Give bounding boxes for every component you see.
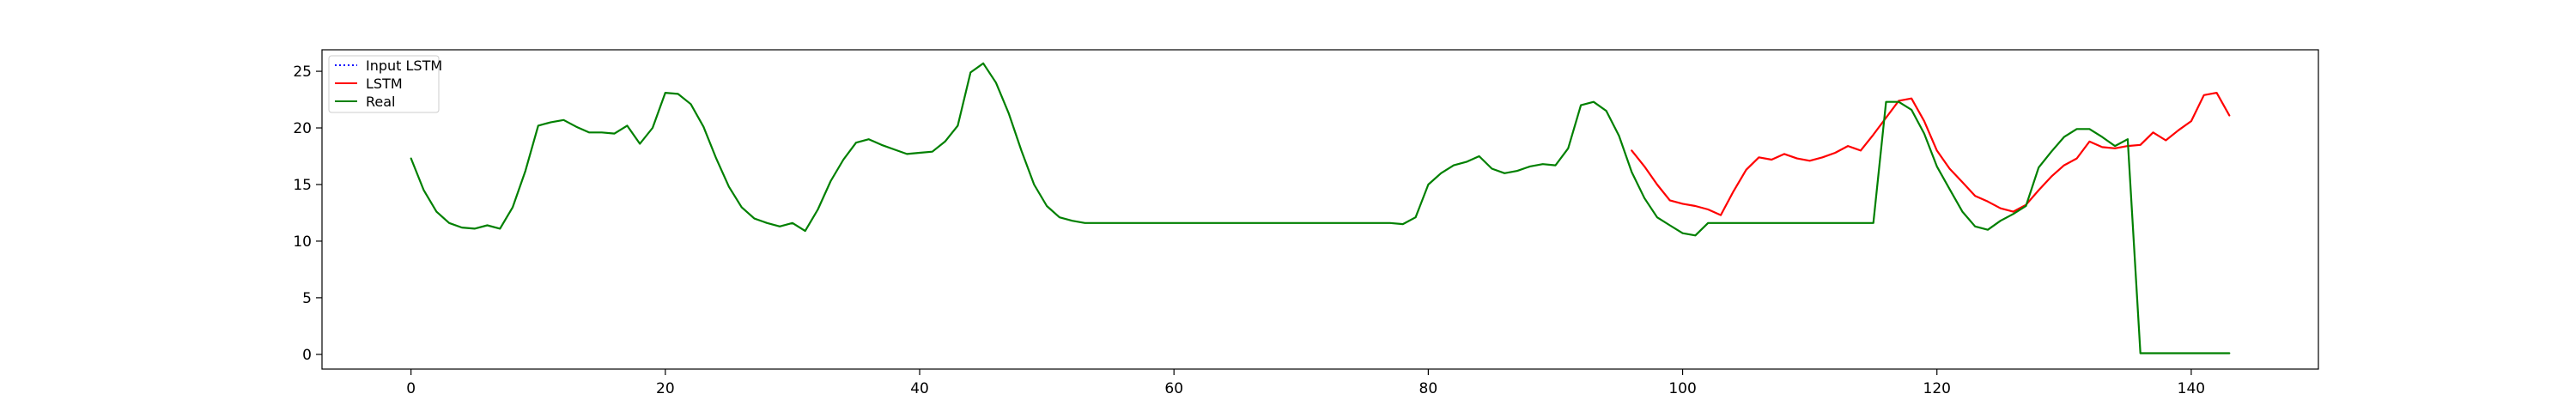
x-tick-label: 40 — [910, 380, 929, 397]
x-tick-label: 20 — [656, 380, 675, 397]
x-tick-label: 80 — [1419, 380, 1438, 397]
axes-layer: 0 20 40 60 80 100 120 140 0 5 10 15 20 25 — [293, 64, 2205, 397]
x-tick-label: 100 — [1668, 380, 1696, 397]
x-tick-label: 60 — [1164, 380, 1183, 397]
series-layer — [410, 62, 2231, 354]
y-tick-label: 0 — [302, 347, 312, 364]
series-line-real — [410, 62, 2231, 354]
plot-area — [322, 50, 2318, 369]
legend-label-real: Real — [366, 94, 396, 110]
y-tick-label: 15 — [293, 177, 312, 194]
x-tick-label: 120 — [1923, 380, 1951, 397]
y-tick-label: 25 — [293, 64, 312, 81]
y-tick-label: 20 — [293, 120, 312, 137]
series-line-lstm — [1631, 91, 2231, 216]
x-tick-label: 0 — [406, 380, 416, 397]
plot-frame — [321, 49, 2319, 370]
legend-label-input-lstm: Input LSTM — [366, 58, 442, 74]
y-tick-label: 10 — [293, 233, 312, 251]
x-tick-label: 140 — [2178, 380, 2205, 397]
legend-box — [328, 55, 440, 113]
legend-label-lstm: LSTM — [366, 76, 403, 92]
y-tick-label: 5 — [302, 290, 312, 307]
legend: Input LSTM LSTM Real — [328, 55, 442, 113]
